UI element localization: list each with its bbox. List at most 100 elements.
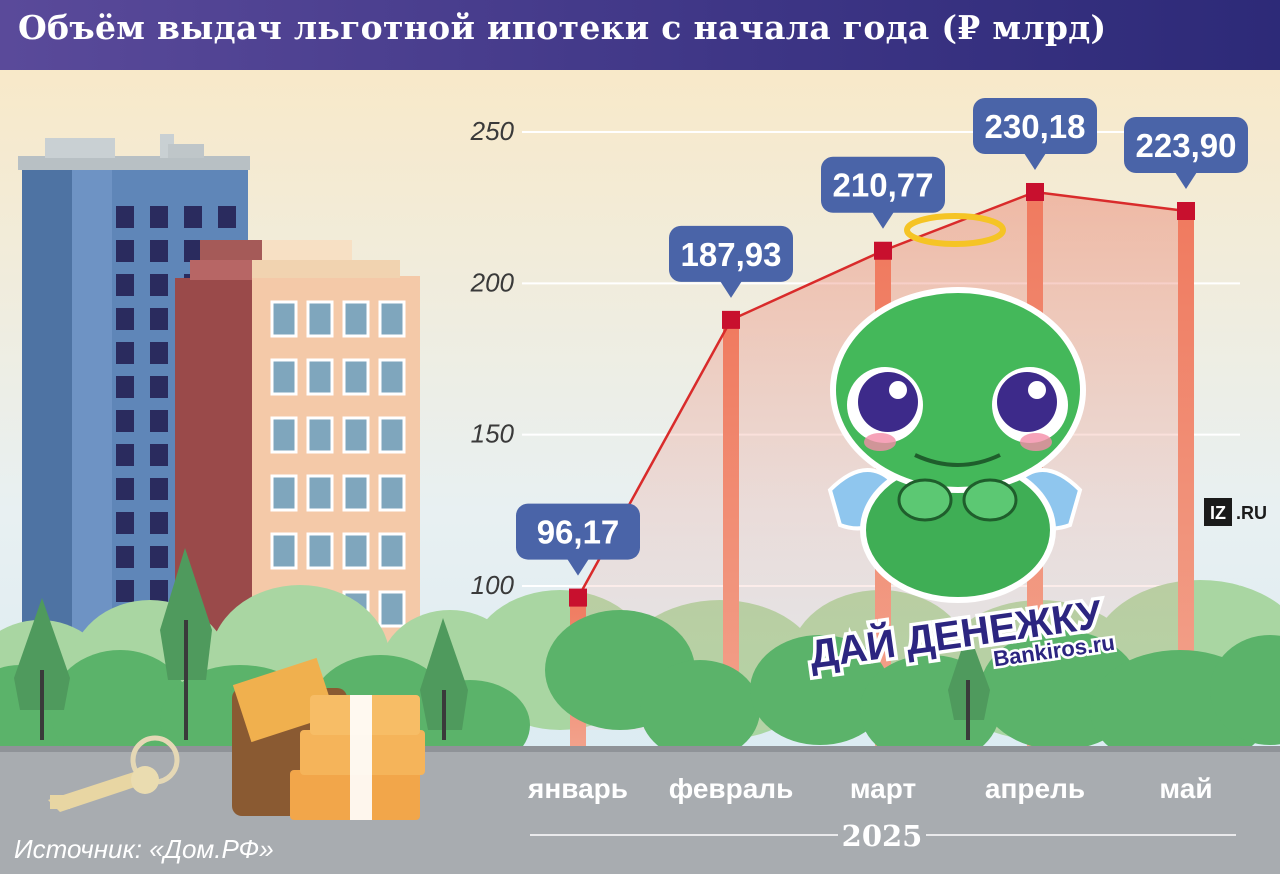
- data-markers: [569, 182, 1195, 607]
- window: [150, 342, 168, 364]
- window: [270, 300, 298, 338]
- callout-pointer: [567, 558, 589, 576]
- data-label: 230,18: [985, 108, 1086, 145]
- window: [306, 358, 334, 396]
- window: [184, 206, 202, 228]
- window: [270, 416, 298, 454]
- window: [150, 376, 168, 398]
- window: [116, 546, 134, 568]
- value-callout: 230,18: [973, 97, 1097, 170]
- y-tick-label: 250: [470, 116, 515, 146]
- window: [116, 206, 134, 228]
- window: [116, 410, 134, 432]
- data-label: 223,90: [1136, 127, 1237, 164]
- iz-logo-ru: .RU: [1236, 503, 1267, 523]
- callout-pointer: [1175, 171, 1197, 189]
- window: [378, 474, 406, 512]
- window: [378, 416, 406, 454]
- window: [116, 512, 134, 534]
- window: [116, 240, 134, 262]
- data-label: 96,17: [537, 514, 620, 551]
- x-tick-label: май: [1159, 773, 1212, 804]
- x-axis-title: 2025: [842, 819, 923, 853]
- window: [116, 376, 134, 398]
- y-tick-label: 200: [470, 267, 515, 297]
- window: [218, 206, 236, 228]
- window: [342, 532, 370, 570]
- window: [150, 478, 168, 500]
- y-tick-label: 100: [471, 570, 515, 600]
- window: [342, 474, 370, 512]
- window: [378, 300, 406, 338]
- window: [150, 410, 168, 432]
- window: [116, 342, 134, 364]
- y-tick-label: 150: [471, 419, 515, 449]
- callout-pointer: [720, 280, 742, 298]
- window: [150, 240, 168, 262]
- value-bar: [1178, 210, 1194, 761]
- x-tick-label: март: [850, 773, 916, 804]
- keys-illustration: [48, 735, 180, 812]
- window: [150, 546, 168, 568]
- data-point: [1177, 201, 1195, 220]
- window: [150, 206, 168, 228]
- callout-box: [516, 503, 640, 560]
- window: [116, 444, 134, 466]
- iz-logo: IZ .RU: [1204, 498, 1267, 526]
- data-point: [1026, 182, 1044, 201]
- window: [150, 512, 168, 534]
- chart-title: Объём выдач льготной ипотеки с начала го…: [18, 8, 1107, 47]
- data-callouts: 96,17 187,93 210,77 230,18 223,90: [516, 97, 1248, 576]
- window: [378, 358, 406, 396]
- y-axis-ticks: 100 150 200 250: [470, 116, 515, 600]
- callout-pointer: [872, 211, 894, 229]
- header-bar: Объём выдач льготной ипотеки с начала го…: [0, 0, 1280, 70]
- cone-trees: [14, 548, 990, 740]
- road: [0, 748, 1280, 874]
- window: [306, 416, 334, 454]
- window: [116, 478, 134, 500]
- window: [306, 474, 334, 512]
- x-tick-label: февраль: [669, 773, 794, 804]
- window: [270, 358, 298, 396]
- window: [306, 532, 334, 570]
- x-axis-labels: январь февраль март апрель май: [527, 773, 1213, 804]
- data-point: [874, 241, 892, 260]
- window: [116, 580, 134, 602]
- data-label: 187,93: [681, 236, 782, 273]
- callout-box: [1124, 116, 1248, 173]
- data-point: [722, 310, 740, 329]
- window: [342, 300, 370, 338]
- window: [150, 274, 168, 296]
- window: [342, 416, 370, 454]
- window: [150, 308, 168, 330]
- value-callout: 187,93: [669, 225, 793, 298]
- x-tick-label: апрель: [985, 773, 1085, 804]
- window: [270, 474, 298, 512]
- callout-pointer: [1024, 152, 1046, 170]
- callout-box: [669, 225, 793, 282]
- x-tick-label: январь: [527, 773, 628, 804]
- value-callout: 96,17: [516, 503, 640, 576]
- data-label: 210,77: [833, 167, 934, 204]
- data-point: [569, 588, 587, 607]
- window: [378, 532, 406, 570]
- window: [342, 358, 370, 396]
- money-stack-illustration: [290, 695, 425, 820]
- window: [184, 240, 202, 262]
- window: [270, 532, 298, 570]
- source-note: Источник: «Дом.РФ»: [14, 834, 274, 864]
- callout-box: [973, 97, 1097, 154]
- window: [306, 300, 334, 338]
- callout-box: [821, 156, 945, 213]
- window: [378, 590, 406, 628]
- iz-logo-text: IZ: [1210, 503, 1226, 523]
- value-callout: 223,90: [1124, 116, 1248, 189]
- road-edge: [0, 746, 1280, 752]
- value-bar: [723, 319, 739, 760]
- window: [116, 308, 134, 330]
- value-callout: 210,77: [821, 156, 945, 229]
- window: [150, 580, 168, 602]
- window: [116, 274, 134, 296]
- window: [150, 444, 168, 466]
